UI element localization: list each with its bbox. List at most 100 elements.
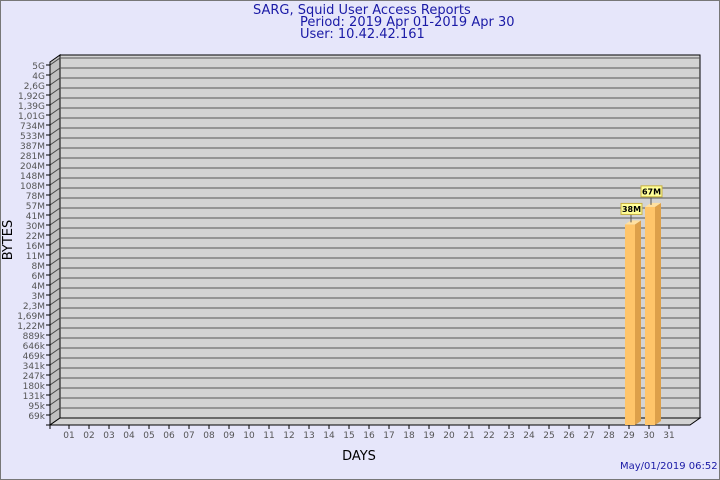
y-tick-label: 108M	[20, 182, 45, 192]
grid-slant	[49, 137, 61, 146]
x-tick-label: 29	[623, 431, 635, 441]
y-tick-label: 2,6G	[24, 82, 45, 92]
grid-slant	[49, 227, 61, 236]
grid-slant	[49, 207, 61, 216]
x-tick-label: 08	[203, 431, 215, 441]
y-tick-label: 247k	[23, 372, 46, 382]
grid-slant	[49, 237, 61, 246]
x-tick-label: 23	[503, 431, 514, 441]
grid-slant	[49, 117, 61, 126]
grid-slant	[49, 167, 61, 176]
y-tick-label: 148M	[20, 172, 45, 182]
data-label: 67M	[642, 187, 661, 196]
x-tick-label: 25	[543, 431, 554, 441]
grid-slant	[49, 187, 61, 196]
y-tick-label: 533M	[20, 132, 45, 142]
grid-slant	[49, 287, 61, 296]
grid-slant	[49, 357, 61, 366]
back-wall	[59, 54, 701, 419]
y-tick-label: 469k	[23, 352, 46, 362]
grid-slant	[49, 267, 61, 276]
y-axis-label: BYTES	[1, 220, 16, 261]
x-tick-label: 14	[323, 431, 335, 441]
y-tick-label: 341k	[23, 362, 46, 372]
y-tick-label: 57M	[26, 202, 45, 212]
y-tick-label: 180k	[23, 382, 46, 392]
grid-slant	[49, 387, 61, 396]
y-tick-label: 41M	[26, 212, 45, 222]
x-tick-label: 09	[223, 431, 235, 441]
x-tick-label: 17	[383, 431, 394, 441]
y-tick-label: 281M	[20, 152, 45, 162]
grid-slant	[49, 397, 61, 406]
x-tick-label: 26	[563, 431, 575, 441]
x-tick-label: 06	[163, 431, 175, 441]
x-tick-label: 31	[663, 431, 674, 441]
x-tick-label: 11	[263, 431, 274, 441]
x-tick-label: 30	[643, 431, 655, 441]
chart-timestamp: May/01/2019 06:52	[620, 461, 718, 472]
x-tick-label: 03	[103, 431, 114, 441]
y-tick-label: 30M	[26, 222, 45, 232]
x-tick-label: 12	[283, 431, 294, 441]
grid-slant	[49, 77, 61, 86]
x-tick-label: 22	[483, 431, 494, 441]
grid-slant	[49, 307, 61, 316]
grid-slant	[49, 407, 61, 416]
grid-slant	[49, 67, 61, 76]
y-tick-label: 2,3M	[23, 302, 45, 312]
y-tick-label: 6M	[32, 272, 46, 282]
y-tick-label: 4G	[32, 72, 45, 82]
x-tick-label: 20	[443, 431, 455, 441]
x-tick-label: 19	[423, 431, 435, 441]
x-tick-label: 04	[123, 431, 135, 441]
chart-period: Period: 2019 Apr 01-2019 Apr 30	[300, 15, 515, 30]
x-tick-label: 10	[243, 431, 255, 441]
y-tick-label: 5G	[32, 62, 45, 72]
y-tick-label: 889k	[23, 332, 46, 342]
y-tick-label: 204M	[20, 162, 45, 172]
grid-slant	[49, 297, 61, 306]
x-tick-label: 16	[363, 431, 375, 441]
y-tick-label: 1,39G	[18, 102, 45, 112]
grid-slant	[49, 177, 61, 186]
y-tick-label: 4M	[32, 282, 46, 292]
grid-slant	[49, 317, 61, 326]
y-tick-label: 69k	[28, 412, 45, 422]
grid-slant	[49, 127, 61, 136]
chart-user: User: 10.42.42.161	[300, 27, 425, 42]
y-tick-label: 1,92G	[18, 92, 45, 102]
grid-slant	[49, 257, 61, 266]
data-label: 38M	[622, 205, 641, 214]
x-tick-label: 18	[403, 431, 415, 441]
data-label-box	[620, 202, 643, 215]
grid-slant	[49, 337, 61, 346]
y-tick-label: 22M	[26, 232, 45, 242]
grid-slant	[49, 367, 61, 376]
grid-slant	[49, 377, 61, 386]
grid-slant	[49, 57, 61, 66]
grid-slant	[49, 347, 61, 356]
grid-slant	[49, 277, 61, 286]
x-tick-label: 24	[523, 431, 535, 441]
x-tick-label: 05	[143, 431, 154, 441]
bar-front	[645, 206, 655, 425]
x-tick-label: 21	[463, 431, 474, 441]
bar-front	[625, 224, 635, 425]
y-tick-label: 1,01G	[18, 112, 45, 122]
grid-slant	[49, 247, 61, 256]
y-tick-label: 646k	[23, 342, 46, 352]
y-tick-label: 131k	[23, 392, 46, 402]
x-tick-label: 27	[583, 431, 594, 441]
x-tick-label: 02	[83, 431, 94, 441]
y-tick-label: 3M	[32, 292, 46, 302]
y-tick-label: 16M	[26, 242, 45, 252]
y-tick-label: 8M	[32, 262, 46, 272]
grid-slant	[49, 157, 61, 166]
floor	[48, 417, 702, 426]
y-tick-label: 1,69M	[17, 312, 45, 322]
x-tick-label: 13	[303, 431, 314, 441]
grid-slant	[49, 197, 61, 206]
grid-slant	[49, 87, 61, 96]
